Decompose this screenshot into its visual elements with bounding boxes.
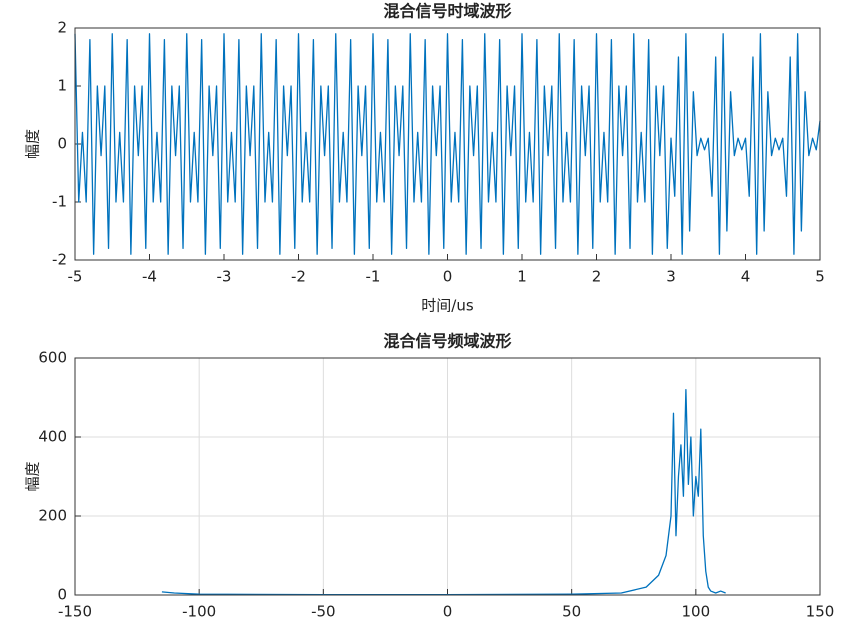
y-axis-label: 幅度 <box>24 129 42 159</box>
x-tick-label: 0 <box>443 268 453 286</box>
chart-title: 混合信号时域波形 <box>383 2 511 21</box>
x-tick-label: -4 <box>142 268 157 286</box>
y-tick-label: 2 <box>57 19 67 37</box>
x-tick-label: 1 <box>517 268 527 286</box>
y-tick-label: 200 <box>38 507 67 525</box>
x-axis-label: 时间/us <box>421 297 474 315</box>
x-tick-label: -150 <box>58 603 92 621</box>
y-tick-label: -1 <box>52 193 67 211</box>
x-tick-label: -100 <box>182 603 216 621</box>
x-tick-label: 100 <box>682 603 711 621</box>
axes-box <box>74 357 821 596</box>
x-tick-label: -2 <box>291 268 306 286</box>
x-tick-label: 50 <box>562 603 581 621</box>
axes-box <box>74 27 821 261</box>
x-tick-label: -1 <box>366 268 381 286</box>
x-tick-label: 5 <box>815 268 825 286</box>
y-axis-label: 幅度 <box>24 461 42 491</box>
x-tick-label: 2 <box>592 268 602 286</box>
y-tick-label: 0 <box>57 135 67 153</box>
x-tick-label: -3 <box>217 268 232 286</box>
x-tick-label: 150 <box>806 603 835 621</box>
data-line <box>74 33 821 255</box>
y-tick-label: -2 <box>52 251 67 269</box>
x-tick-label: -5 <box>68 268 83 286</box>
y-tick-label: 400 <box>38 428 67 446</box>
y-tick-label: 0 <box>57 586 67 604</box>
data-line <box>161 388 726 596</box>
x-tick-label: 3 <box>666 268 676 286</box>
chart-title: 混合信号频域波形 <box>383 332 511 351</box>
y-tick-label: 600 <box>38 349 67 367</box>
x-tick-label: -50 <box>311 603 336 621</box>
y-tick-label: 1 <box>57 77 67 95</box>
x-tick-label: 4 <box>741 268 751 286</box>
x-tick-label: 0 <box>443 603 453 621</box>
